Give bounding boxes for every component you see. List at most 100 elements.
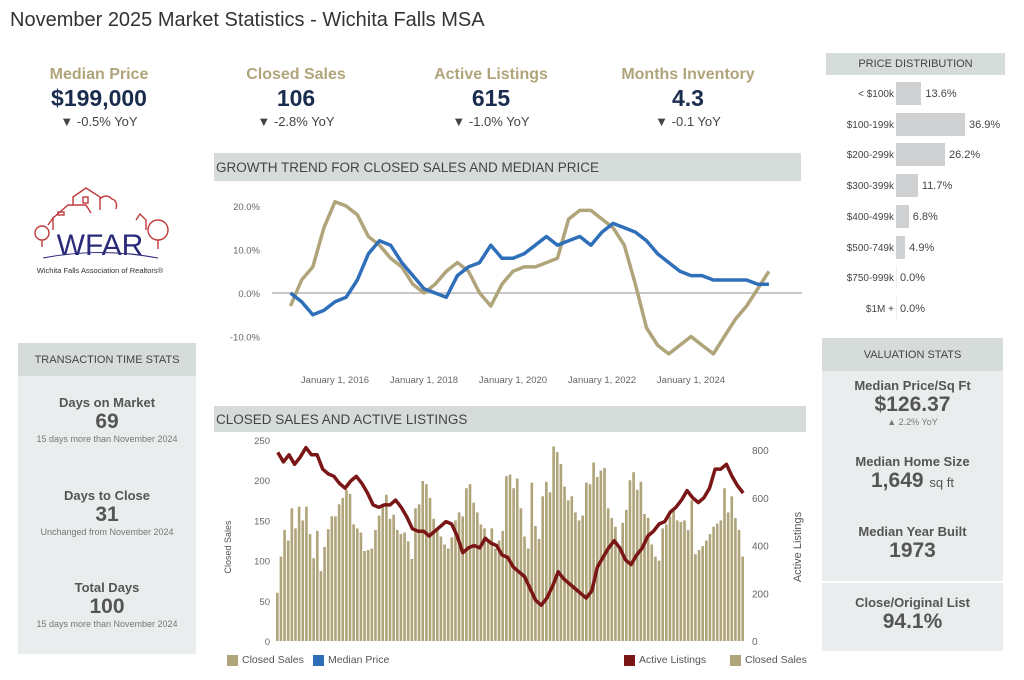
- closed-sales-bar: [654, 556, 657, 641]
- active-listings-line: [276, 445, 745, 607]
- closed-sales-bar: [715, 523, 719, 641]
- kpi-active-listings: Active Listings 615 ▼ -1.0% YoY: [396, 66, 586, 129]
- closed-sales-bar: [345, 489, 348, 641]
- closed-sales-active-listings-chart: 0 50 100 150 200 250 0 200 400 600 800 Closed Sales…: [223, 436, 804, 648]
- growth-trend-header: GROWTH TREND FOR CLOSED SALES AND MEDIAN…: [214, 153, 801, 181]
- closed-sales-bar: [541, 496, 545, 641]
- closed-sales-bar: [421, 481, 425, 641]
- legend-closed-sales: Closed Sales: [227, 654, 304, 666]
- y-tick-label: 100: [254, 557, 270, 568]
- closed-sales-bar: [475, 512, 479, 641]
- stat-days-to-close: Days to Close 31 Unchanged from November 2…: [18, 488, 196, 537]
- closed-sales-bar: [417, 504, 421, 641]
- closed-sales-bar: [297, 506, 301, 641]
- stat-note: ▲ 2.2% YoY: [887, 417, 938, 427]
- price-range-label: $1M +: [865, 303, 894, 315]
- closed-sales-bar: [385, 494, 388, 641]
- closed-sales-header: CLOSED SALES AND ACTIVE LISTINGS: [214, 406, 806, 432]
- closed-sales-bar: [646, 518, 650, 641]
- price-bar: [896, 204, 909, 228]
- closed-sales-bar: [515, 478, 519, 641]
- closed-sales-bar: [355, 528, 359, 641]
- closed-sales-bar: [315, 530, 319, 641]
- closed-sales-bar: [439, 536, 443, 641]
- closed-sales-bar: [581, 515, 585, 641]
- closed-sales-bar: [446, 548, 450, 641]
- closed-sales-bar: [432, 518, 435, 641]
- price-bar-value: 13.6%: [925, 88, 957, 100]
- price-bar: [896, 143, 945, 167]
- closed-sales-bar: [621, 522, 625, 641]
- closed-sales-bar: [723, 488, 726, 641]
- panel-header: VALUATION STATS: [822, 338, 1003, 371]
- median-price-line: [289, 221, 769, 317]
- price-bar-row: $400-499k 6.8%: [826, 204, 1006, 229]
- stat-label: Total Days: [74, 580, 140, 595]
- y2-tick-label: 0: [752, 637, 758, 648]
- y2-tick-label: 600: [752, 494, 769, 505]
- closed-sales-bar: [592, 462, 595, 641]
- closed-sales-bar: [690, 500, 694, 641]
- price-bar-value: 26.2%: [948, 149, 981, 162]
- kpi-value: 615: [471, 85, 511, 111]
- y-tick-label: 150: [254, 516, 270, 527]
- closed-sales-bar: [555, 452, 559, 641]
- closed-sales-bar: [381, 505, 385, 641]
- stat-value: 31: [95, 503, 119, 526]
- closed-sales-bar: [701, 546, 704, 641]
- closed-sales-bar: [479, 524, 483, 641]
- kpi-label: Closed Sales: [246, 66, 346, 83]
- closed-sales-bar: [526, 548, 530, 641]
- closed-sales-bar: [465, 488, 468, 641]
- closed-sales-bar: [708, 534, 712, 641]
- closed-sales-bar: [374, 530, 377, 641]
- closed-sales-bar: [337, 504, 341, 641]
- price-range-label: $400-499k: [846, 211, 894, 223]
- closed-sales-bar: [712, 526, 715, 641]
- closed-sales-bar: [294, 528, 297, 641]
- stat-label: Days on Market: [58, 395, 156, 410]
- closed-sales-bar: [323, 546, 326, 641]
- closed-sales-bar: [537, 538, 541, 641]
- closed-sales-bar: [410, 559, 414, 641]
- closed-sales-bar: [472, 502, 475, 641]
- closed-sales-bar: [366, 550, 370, 641]
- stat-value: $126.37: [874, 393, 951, 416]
- y-tick-label: 250: [254, 436, 270, 447]
- price-bar-row: $300-399k 11.7%: [826, 174, 1006, 198]
- closed-sales-bar: [359, 532, 363, 641]
- price-bar: [896, 174, 918, 198]
- closed-sales-bar: [694, 554, 697, 641]
- closed-sales-bar: [668, 516, 672, 641]
- closed-sales-line: [288, 199, 771, 356]
- price-bar-value: 6.8%: [912, 210, 938, 223]
- y2-tick-label: 800: [752, 446, 769, 457]
- closed-sales-bar: [534, 526, 537, 641]
- price-distribution-header: PRICE DISTRIBUTION: [826, 53, 1005, 75]
- stat-unit: sq ft: [929, 475, 954, 490]
- closed-sales-bar: [468, 484, 472, 641]
- stat-median-price-sqft: Median Price/Sq Ft $126.37 ▲ 2.2% YoY: [822, 378, 1003, 427]
- price-range-label: $300-399k: [846, 181, 894, 193]
- price-range-label: $200-299k: [846, 150, 894, 162]
- legend-swatch: [624, 654, 635, 666]
- closed-sales-bar: [563, 486, 566, 641]
- closed-sales-bar: [435, 528, 439, 641]
- stat-median-home-size: Median Home Size 1,649 sq ft: [822, 454, 1003, 495]
- closed-sales-bar: [657, 560, 661, 641]
- closed-sales-bar: [399, 534, 403, 641]
- closed-sales-bar: [428, 497, 432, 641]
- closed-sales-bar: [545, 481, 548, 641]
- closed-sales-bar: [734, 518, 737, 641]
- closed-sales-bar: [308, 534, 312, 641]
- stat-median-year-built: Median Year Built 1973: [822, 524, 1003, 563]
- kpi-label: Median Price: [49, 66, 149, 83]
- y-tick-label: -10.0%: [230, 333, 261, 344]
- closed-sales-bar: [370, 548, 374, 641]
- kpi-yoy: ▼ -0.1 YoY: [655, 114, 721, 129]
- stat-note: Unchanged from November 2024: [40, 527, 174, 537]
- closed-sales-bar: [425, 484, 428, 641]
- closed-sales-bar: [643, 514, 646, 641]
- closed-sales-bar: [486, 540, 490, 641]
- closed-sales-bar: [392, 514, 395, 641]
